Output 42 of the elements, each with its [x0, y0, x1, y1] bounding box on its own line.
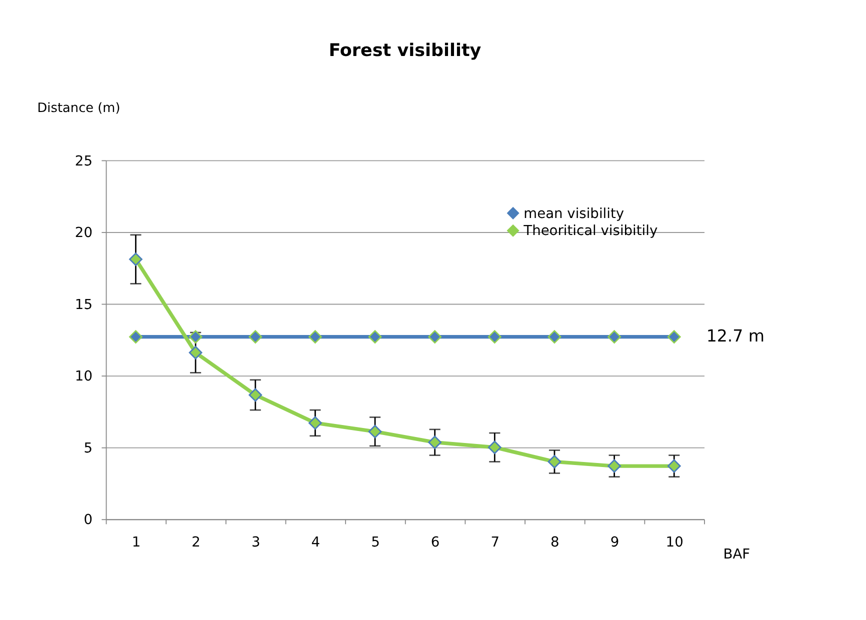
y-axis-title: Distance (m) — [37, 100, 120, 116]
y-tick-label: 25 — [74, 153, 92, 170]
point — [368, 330, 382, 344]
chart-title: Forest visibility — [328, 41, 482, 62]
x-tick-label: 8 — [550, 534, 560, 550]
point — [428, 330, 442, 344]
y-tick-label: 20 — [74, 225, 92, 242]
point — [428, 436, 442, 450]
y-tick-label: 5 — [84, 440, 92, 456]
x-axis-title: BAF — [723, 546, 750, 562]
point — [308, 330, 322, 344]
legend-label: mean visibility — [524, 206, 624, 222]
point — [188, 346, 202, 360]
x-tick-label: 6 — [430, 534, 440, 550]
x-tick-label: 2 — [192, 534, 200, 550]
point — [248, 330, 262, 344]
y-tick-label: 10 — [74, 368, 92, 385]
point — [667, 459, 681, 473]
point — [129, 252, 142, 266]
x-tick-label: 3 — [251, 534, 260, 550]
x-tick-label: 10 — [666, 534, 684, 550]
point — [308, 416, 322, 430]
x-tick-label: 5 — [371, 534, 380, 550]
x-tick-label: 7 — [490, 534, 500, 550]
point — [548, 455, 562, 468]
point — [488, 440, 502, 454]
point — [548, 330, 562, 344]
legend-label: Theoritical visibitily — [522, 223, 658, 240]
point — [368, 424, 382, 438]
point — [129, 330, 142, 344]
x-tick-label: 1 — [132, 534, 141, 550]
point — [608, 459, 621, 473]
x-tick-label: 9 — [610, 534, 620, 550]
annotation: 12.7 m — [706, 326, 765, 346]
point — [488, 330, 502, 344]
y-tick-label: 15 — [74, 296, 92, 313]
point — [248, 388, 262, 402]
x-tick-label: 4 — [311, 534, 320, 550]
point — [667, 330, 681, 344]
y-tick-label: 0 — [84, 512, 92, 528]
point — [188, 330, 202, 344]
point — [608, 330, 621, 344]
